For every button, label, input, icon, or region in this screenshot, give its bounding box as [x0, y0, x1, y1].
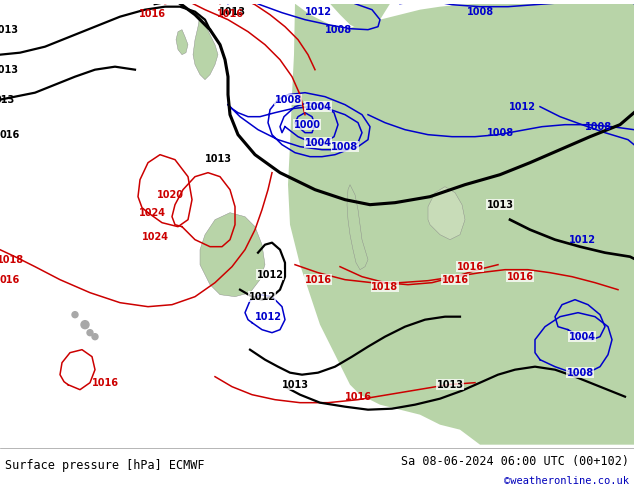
Polygon shape	[288, 4, 634, 445]
Text: 1012: 1012	[254, 312, 281, 321]
Text: 1016: 1016	[441, 275, 469, 285]
Circle shape	[92, 334, 98, 340]
Text: 1008: 1008	[332, 142, 359, 152]
Text: 1008: 1008	[467, 7, 493, 17]
Text: 1004: 1004	[304, 138, 332, 147]
Text: 1016: 1016	[216, 9, 243, 19]
Text: 1020: 1020	[157, 190, 183, 200]
Text: 016: 016	[0, 130, 20, 140]
Circle shape	[81, 320, 89, 329]
Polygon shape	[176, 30, 188, 55]
Text: 1008: 1008	[566, 368, 593, 378]
Text: 1008: 1008	[585, 122, 612, 132]
Text: 1016: 1016	[138, 9, 165, 19]
Text: 1008: 1008	[486, 128, 514, 138]
Text: 1016: 1016	[507, 271, 533, 282]
Text: 1018: 1018	[0, 255, 23, 265]
Text: 1024: 1024	[138, 208, 165, 218]
Text: 1018: 1018	[372, 282, 399, 292]
Text: 1013: 1013	[281, 380, 309, 390]
Text: 1013: 1013	[0, 24, 18, 35]
Text: 1000: 1000	[294, 120, 321, 130]
Text: 1016: 1016	[304, 275, 332, 285]
Text: 1016: 1016	[456, 262, 484, 271]
Text: 1008: 1008	[325, 24, 352, 35]
Text: 1013: 1013	[0, 65, 18, 74]
Polygon shape	[347, 185, 368, 270]
Circle shape	[72, 312, 78, 318]
Text: 1016: 1016	[344, 392, 372, 402]
Polygon shape	[330, 4, 390, 30]
Text: 1012: 1012	[508, 102, 536, 112]
Text: 1013: 1013	[205, 154, 231, 164]
Text: 1004: 1004	[569, 332, 595, 342]
Text: 1024: 1024	[141, 232, 169, 242]
Polygon shape	[428, 187, 465, 240]
Text: Surface pressure [hPa] ECMWF: Surface pressure [hPa] ECMWF	[5, 459, 205, 472]
Text: 1012: 1012	[249, 292, 276, 302]
Text: 1013: 1013	[486, 200, 514, 210]
Text: ©weatheronline.co.uk: ©weatheronline.co.uk	[504, 476, 629, 486]
Text: 1012: 1012	[569, 235, 595, 245]
Text: 016: 016	[0, 275, 20, 285]
Text: 1016: 1016	[91, 378, 119, 388]
Text: 013: 013	[0, 95, 15, 105]
Text: 1013: 1013	[436, 380, 463, 390]
Polygon shape	[200, 213, 265, 296]
Text: 1012: 1012	[257, 270, 283, 280]
Text: Sa 08-06-2024 06:00 UTC (00+102): Sa 08-06-2024 06:00 UTC (00+102)	[401, 455, 629, 468]
Text: 1013: 1013	[219, 7, 245, 17]
Text: 1008: 1008	[275, 95, 302, 105]
Polygon shape	[193, 15, 218, 80]
Text: 1004: 1004	[304, 102, 332, 112]
Circle shape	[87, 330, 93, 336]
Text: 1012: 1012	[304, 7, 332, 17]
